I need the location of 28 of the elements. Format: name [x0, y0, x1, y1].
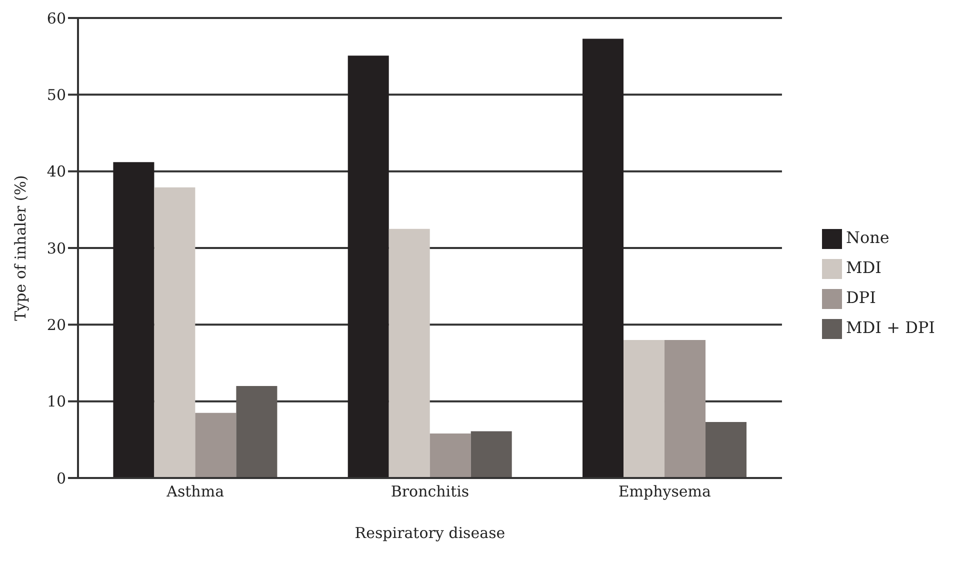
bar — [624, 340, 665, 478]
x-tick-label: Bronchitis — [390, 482, 470, 501]
legend-label: DPI — [846, 288, 876, 307]
y-axis-title: Type of inhaler (%) — [11, 175, 30, 321]
bar — [582, 38, 624, 478]
y-tick-label: 40 — [46, 162, 66, 181]
legend-label: None — [846, 228, 890, 247]
bar — [195, 412, 236, 478]
y-tick-label: 50 — [46, 86, 66, 104]
bar — [430, 434, 471, 478]
bar — [388, 228, 430, 478]
bar — [664, 340, 706, 478]
x-tick-label: Asthma — [166, 482, 224, 501]
y-tick-label: 20 — [46, 316, 66, 334]
y-tick-label: 60 — [46, 9, 66, 28]
bar — [470, 431, 512, 478]
y-tick-label: 0 — [56, 469, 66, 488]
y-tick-label: 10 — [46, 392, 66, 411]
x-tick-label: Emphysema — [618, 482, 712, 501]
bar — [154, 187, 196, 478]
bar — [236, 386, 278, 478]
x-axis-title: Respiratory disease — [354, 524, 506, 542]
legend-label: MDI + DPI — [846, 318, 935, 337]
y-tick-label: 30 — [46, 239, 66, 258]
bar — [113, 162, 154, 478]
bar — [348, 56, 389, 478]
legend-label: MDI — [846, 258, 882, 277]
bar — [706, 422, 747, 478]
